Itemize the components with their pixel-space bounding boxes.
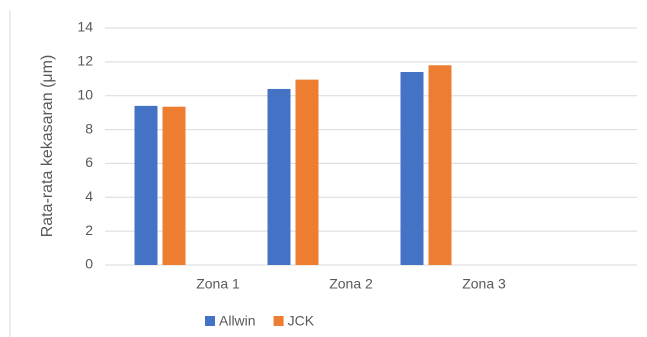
y-axis-title: Rata-rata kekasaran (μm) (39, 55, 56, 238)
bar (400, 72, 424, 265)
legend-swatch (273, 316, 284, 326)
legend-label: Allwin (219, 313, 256, 329)
bar (295, 79, 319, 265)
y-tick-label: 10 (77, 86, 93, 102)
bar (162, 106, 186, 265)
y-tick-label: 0 (85, 256, 93, 272)
bar (267, 88, 291, 265)
bar (134, 105, 158, 265)
y-tick-label: 2 (85, 222, 93, 238)
y-tick-label: 14 (77, 19, 93, 35)
y-tick-label: 12 (77, 53, 93, 69)
y-tick-label: 6 (85, 154, 93, 170)
y-tick-label: 4 (85, 188, 93, 204)
legend-label: JCK (288, 313, 315, 329)
legend-swatch (205, 316, 215, 326)
x-tick-label: Zona 1 (196, 276, 240, 292)
y-tick-label: 8 (85, 120, 93, 136)
x-tick-label: Zona 3 (462, 276, 506, 292)
x-tick-label: Zona 2 (329, 276, 373, 292)
bar (428, 65, 452, 265)
